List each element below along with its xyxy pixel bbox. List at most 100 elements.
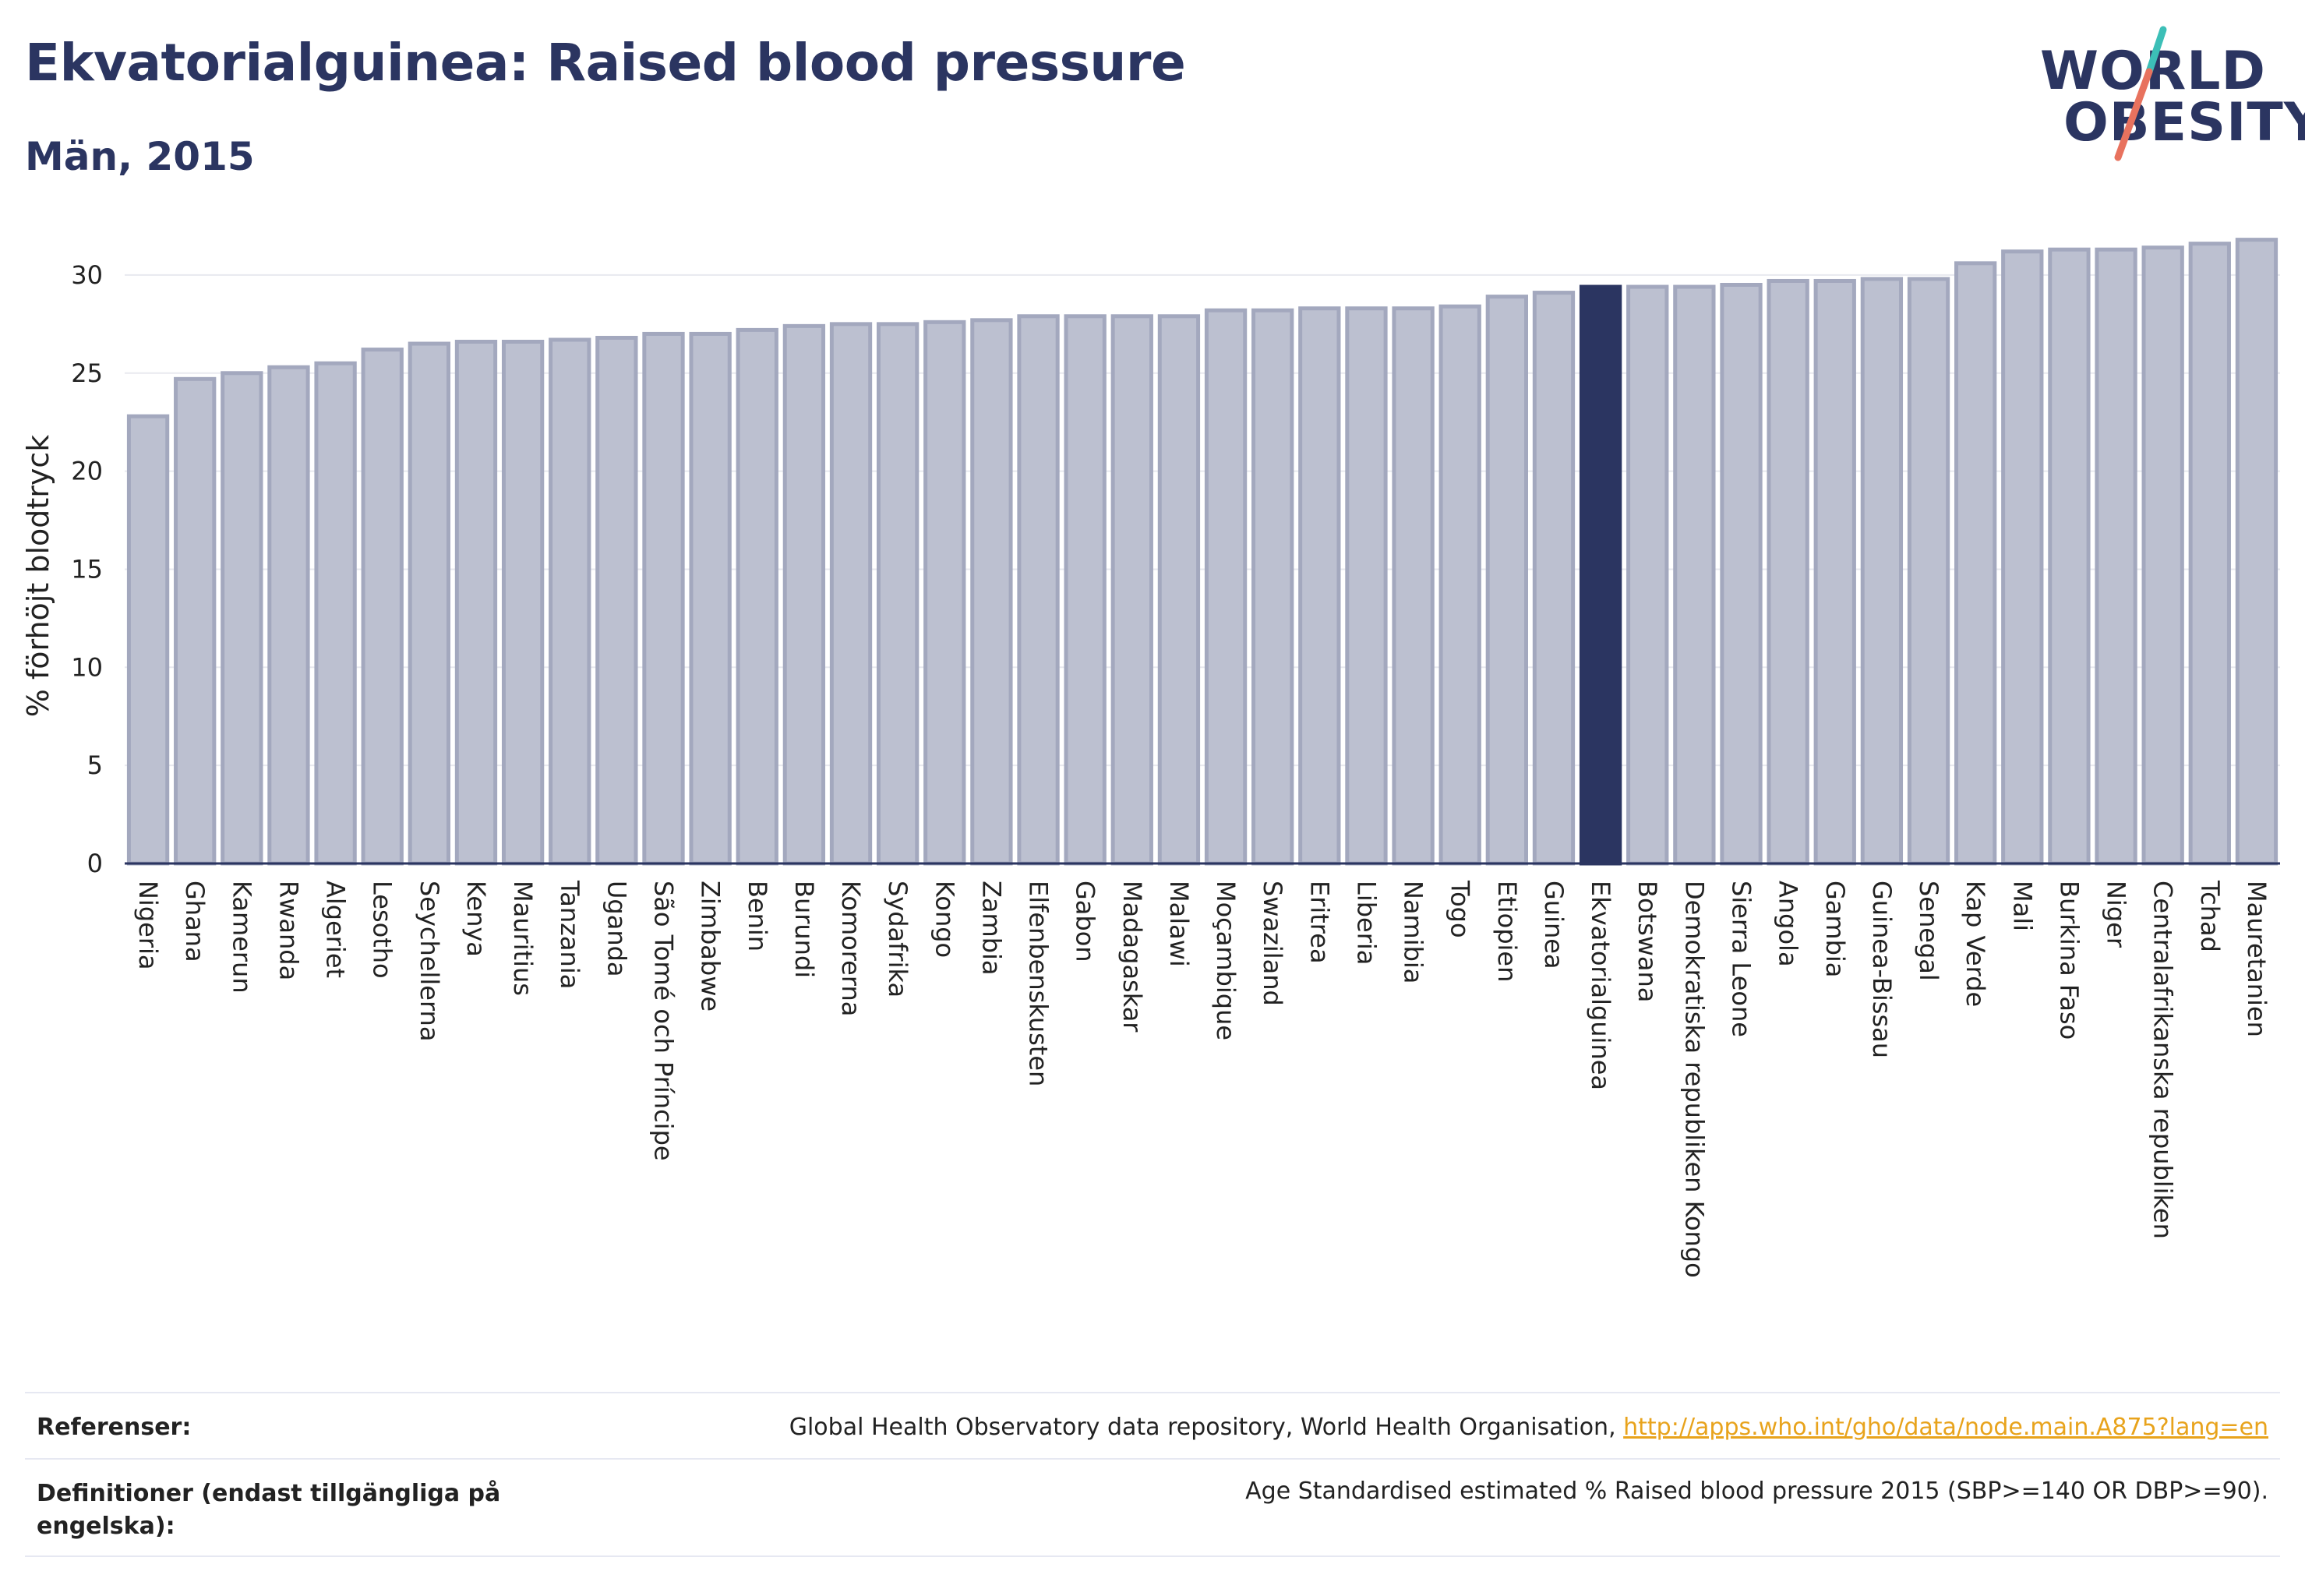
x-tick-label: Gambia	[1820, 881, 1850, 977]
bar	[642, 331, 685, 866]
x-tick-label: Mali	[2007, 881, 2037, 931]
x-tick-label: Ghana	[180, 881, 210, 962]
bar	[1345, 306, 1388, 866]
definitions-value: Age Standardised estimated % Raised bloo…	[1245, 1478, 2268, 1505]
bar	[126, 414, 170, 866]
y-tick-label: 5	[87, 750, 103, 780]
x-tick-label: Benin	[743, 881, 772, 952]
logo-slash-icon	[2114, 26, 2167, 161]
x-tick-label: Angola	[1774, 881, 1803, 967]
bar	[1673, 284, 1716, 866]
bar	[1017, 314, 1060, 866]
bar	[829, 322, 873, 866]
x-tick-label: Ekvatorialguinea	[1586, 881, 1615, 1090]
y-tick-label: 25	[71, 358, 103, 388]
x-tick-label: Niger	[2102, 881, 2131, 948]
bar	[970, 318, 1013, 866]
y-tick-label: 15	[71, 554, 103, 584]
definitions-row: Definitioner (endast tillgängliga på eng…	[25, 1478, 2280, 1548]
x-tick-label: Senegal	[1914, 881, 1943, 981]
bar	[736, 327, 778, 866]
bar	[1954, 261, 1997, 866]
bar	[2141, 245, 2184, 866]
references-link[interactable]: http://apps.who.int/gho/data/node.main.A…	[1623, 1414, 2268, 1441]
footer: Referenser: Global Health Observatory da…	[25, 1392, 2280, 1563]
x-tick-label: Moçambique	[1211, 881, 1241, 1040]
footer-divider	[25, 1555, 2280, 1557]
bar	[2095, 247, 2137, 866]
x-tick-label: Guinea-Bissau	[1867, 881, 1897, 1058]
x-tick-label: Rwanda	[274, 881, 303, 980]
x-tick-label: Algeriet	[321, 881, 351, 978]
x-tick-label: Kenya	[461, 881, 491, 957]
x-tick-labels: Nigeria Ghana Kamerun Rwanda Algeriet Lesotho…	[133, 880, 2271, 1278]
bar	[1626, 284, 1669, 866]
x-tick-label: Zambia	[976, 881, 1006, 976]
y-tick-label: 20	[71, 457, 103, 486]
bars	[126, 238, 2279, 866]
bar	[408, 341, 451, 866]
x-tick-label: Etiopien	[1492, 881, 1522, 982]
y-tick-label: 0	[87, 849, 103, 878]
x-tick-label: Liberia	[1351, 881, 1381, 965]
bar	[923, 320, 966, 866]
bar	[1485, 295, 1529, 866]
x-tick-label: Elfenbenskusten	[1024, 881, 1054, 1086]
references-label: Referenser:	[37, 1414, 192, 1441]
bar-highlighted	[1579, 284, 1622, 866]
bar	[1110, 314, 1153, 866]
references-row: Referenser: Global Health Observatory da…	[25, 1414, 2280, 1445]
x-tick-label: Guinea	[1539, 881, 1569, 969]
bar	[454, 339, 498, 866]
y-axis-label: % förhöjt blodtryck	[21, 435, 55, 718]
bar	[2048, 247, 2091, 866]
references-text: Global Health Observatory data repositor…	[789, 1414, 1624, 1441]
x-tick-label: Mauritius	[508, 881, 538, 996]
y-tick-label: 10	[71, 652, 103, 682]
x-tick-label: Namibia	[1399, 881, 1428, 983]
y-tick-labels: 0 5 10 15 20 25 30	[71, 260, 103, 878]
bar	[595, 335, 638, 866]
bar	[876, 322, 920, 866]
bar	[1860, 277, 1904, 866]
x-tick-label: Komorerna	[836, 881, 866, 1016]
bar	[221, 371, 263, 866]
x-tick-label: Togo	[1445, 880, 1475, 938]
bar	[2001, 249, 2044, 866]
x-tick-label: Swaziland	[1258, 881, 1287, 1006]
x-tick-label: Uganda	[602, 881, 631, 977]
chart-title: Ekvatorialguinea: Raised blood pressure	[25, 33, 1186, 93]
x-tick-label: Madagaskar	[1117, 881, 1147, 1033]
x-tick-label: São Tomé och Príncipe	[649, 881, 679, 1161]
logo-line-2: OBESITY	[2063, 92, 2305, 154]
bar	[1813, 278, 1856, 866]
bar	[1157, 314, 1201, 866]
chart-subtitle: Män, 2015	[25, 134, 255, 179]
x-tick-label: Tanzania	[555, 880, 584, 989]
bar	[1767, 278, 1809, 866]
bar	[361, 348, 404, 866]
x-tick-label: Centralafrikanska republiken	[2148, 881, 2178, 1239]
bar	[1392, 306, 1435, 866]
x-tick-label: Eritrea	[1304, 881, 1334, 964]
bar	[549, 337, 591, 866]
x-tick-label: Kap Verde	[1961, 881, 1990, 1007]
x-tick-label: Seychellerna	[415, 881, 444, 1041]
x-tick-label: Burkina Faso	[2054, 881, 2084, 1040]
x-tick-label: Gabon	[1071, 881, 1100, 962]
x-tick-label: Sierra Leone	[1727, 881, 1756, 1037]
bar	[1204, 308, 1248, 866]
x-tick-label: Sydafrika	[883, 881, 912, 998]
bar	[1064, 314, 1107, 866]
bar	[314, 361, 357, 866]
bar	[1438, 304, 1481, 866]
bar	[267, 365, 310, 866]
x-tick-label: Kongo	[930, 881, 959, 958]
x-tick-label: Lesotho	[368, 881, 397, 979]
bar	[1907, 277, 1950, 866]
bar	[1720, 283, 1763, 866]
footer-divider	[25, 1392, 2280, 1393]
bar	[2235, 238, 2279, 866]
x-tick-label: Kamerun	[227, 881, 256, 994]
x-tick-label: Zimbabwe	[696, 881, 725, 1012]
